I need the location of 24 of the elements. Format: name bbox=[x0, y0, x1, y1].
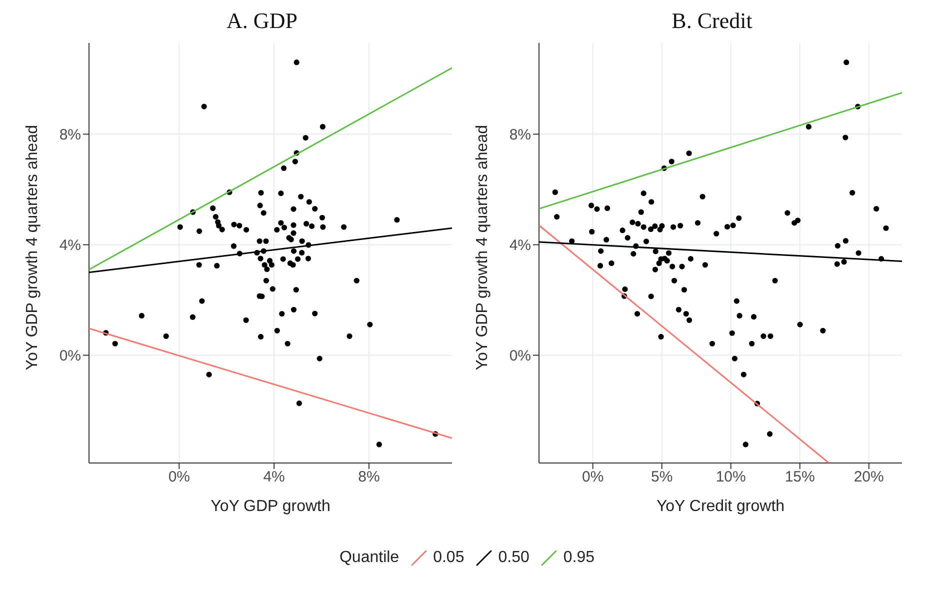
x-tick-label: 20% bbox=[854, 468, 884, 486]
y-axis-title: YoY GDP growth 4 quarters ahead bbox=[24, 125, 42, 371]
x-tick-label: 0% bbox=[168, 468, 190, 486]
y-axis-title: YoY GDP growth 4 quarters ahead bbox=[474, 125, 492, 371]
y-tick-label: 0% bbox=[509, 348, 531, 365]
chart-title: A. GDP bbox=[226, 8, 298, 35]
legend-label: 0.05 bbox=[433, 549, 464, 567]
y-tick-label: 0% bbox=[59, 348, 81, 365]
legend-label: 0.95 bbox=[563, 549, 594, 567]
legend-label: 0.50 bbox=[498, 549, 530, 567]
x-axis-title: YoY GDP growth bbox=[210, 498, 330, 515]
x-tick-label: 4% bbox=[263, 468, 285, 486]
y-tick-label: 4% bbox=[59, 237, 81, 254]
x-tick-label: 0% bbox=[582, 468, 604, 486]
chart-title: B. Credit bbox=[670, 8, 754, 35]
x-tick-label: 15% bbox=[784, 468, 815, 486]
x-axis-title: YoY Credit growth bbox=[656, 498, 785, 515]
y-tick-label: 8% bbox=[59, 126, 81, 144]
x-tick-label: 10% bbox=[716, 468, 746, 486]
x-tick-label: 5% bbox=[650, 468, 673, 486]
y-tick-label: 8% bbox=[509, 126, 531, 144]
legend-title: Quantile bbox=[339, 549, 400, 567]
x-tick-label: 8% bbox=[358, 468, 380, 486]
y-tick-label: 4% bbox=[509, 237, 531, 254]
